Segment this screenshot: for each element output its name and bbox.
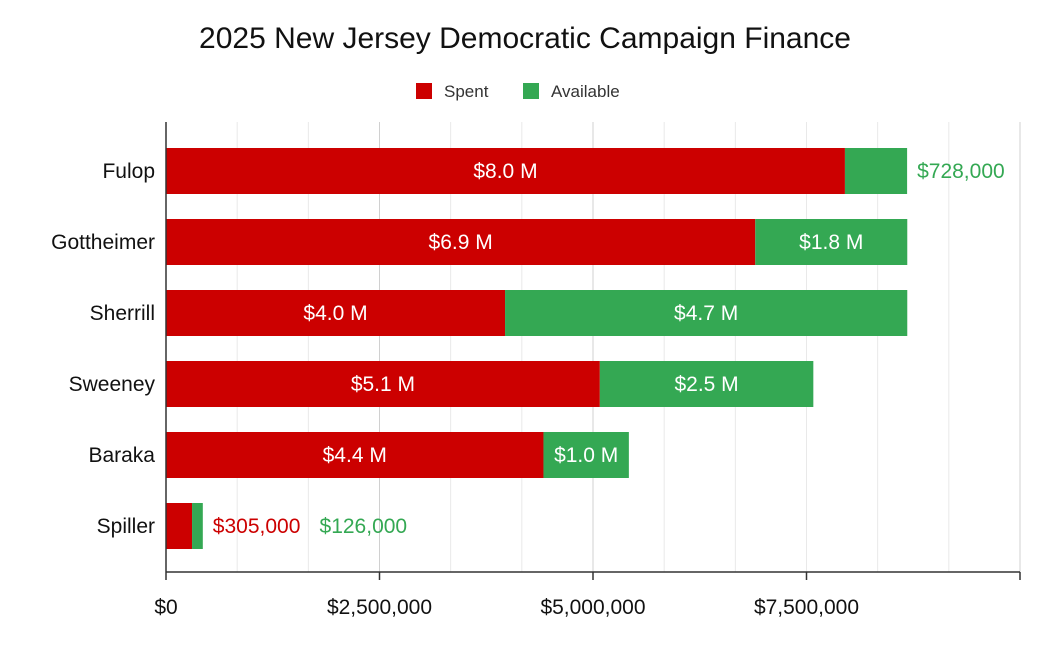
data-label-spent-sweeney: $5.1 M bbox=[351, 373, 415, 396]
bar-spent-gottheimer bbox=[166, 219, 756, 265]
data-label-available-spiller: $126,000 bbox=[320, 515, 408, 538]
data-label-available-sherrill: $4.7 M bbox=[674, 302, 738, 325]
category-label-sherrill: Sherrill bbox=[90, 302, 155, 325]
legend: Spent Available bbox=[416, 82, 620, 101]
data-label-available-gottheimer: $1.8 M bbox=[799, 231, 863, 254]
bars: $8.0 M $728,000 $6.9 M $1.8 M $4.0 M $4.7 M $5… bbox=[166, 148, 1005, 549]
gridlines bbox=[236, 122, 1021, 572]
data-label-spent-fulop: $8.0 M bbox=[473, 160, 537, 183]
category-label-gottheimer: Gottheimer bbox=[51, 231, 155, 254]
x-tick-label: $0 bbox=[154, 596, 177, 619]
data-label-available-baraka: $1.0 M bbox=[554, 444, 618, 467]
chart-title: 2025 New Jersey Democratic Campaign Fina… bbox=[199, 22, 851, 55]
category-labels: Fulop Gottheimer Sherrill Sweeney Baraka Spil… bbox=[51, 160, 155, 538]
bar-spent-spiller bbox=[166, 503, 193, 549]
bar-available-baraka bbox=[543, 432, 629, 478]
bar-available-spiller bbox=[192, 503, 203, 549]
data-label-available-fulop: $728,000 bbox=[917, 160, 1005, 183]
category-label-spiller: Spiller bbox=[97, 515, 155, 538]
data-label-spent-gottheimer: $6.9 M bbox=[429, 231, 493, 254]
legend-swatch-0 bbox=[416, 83, 432, 99]
category-label-sweeney: Sweeney bbox=[69, 373, 156, 396]
bar-available-fulop bbox=[844, 148, 908, 194]
x-axis: $0 $2,500,000 $5,000,000 $7,500,000 bbox=[154, 122, 1021, 619]
data-label-spent-spiller: $305,000 bbox=[213, 515, 301, 538]
x-tick-label: $7,500,000 bbox=[754, 596, 859, 619]
bar-available-gottheimer bbox=[755, 219, 908, 265]
bar-available-sherrill bbox=[505, 290, 908, 336]
category-label-baraka: Baraka bbox=[88, 444, 155, 467]
category-label-fulop: Fulop bbox=[102, 160, 155, 183]
legend-swatch-1 bbox=[523, 83, 539, 99]
legend-label-1: Available bbox=[551, 82, 620, 101]
x-tick-label: $2,500,000 bbox=[327, 596, 432, 619]
data-label-available-sweeney: $2.5 M bbox=[674, 373, 738, 396]
data-label-spent-baraka: $4.4 M bbox=[323, 444, 387, 467]
bar-spent-sherrill bbox=[166, 290, 506, 336]
bar-spent-fulop bbox=[166, 148, 845, 194]
bar-spent-baraka bbox=[166, 432, 544, 478]
bar-available-sweeney bbox=[599, 361, 814, 407]
bar-spent-sweeney bbox=[166, 361, 600, 407]
x-tick-label: $5,000,000 bbox=[540, 596, 645, 619]
legend-label-0: Spent bbox=[444, 82, 489, 101]
data-label-spent-sherrill: $4.0 M bbox=[303, 302, 367, 325]
